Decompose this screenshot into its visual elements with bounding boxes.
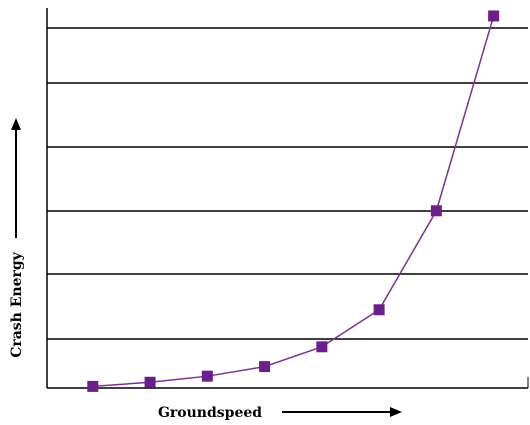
data-point-marker	[144, 376, 156, 388]
grid-lines	[47, 27, 528, 340]
data-point-marker	[430, 205, 442, 217]
y-axis-arrow-icon	[11, 118, 21, 238]
x-axis-label: Groundspeed	[158, 405, 262, 421]
y-axis-label: Crash Energy	[9, 251, 25, 357]
data-point-marker	[316, 341, 328, 353]
x-axis-arrow-icon	[282, 407, 402, 417]
data-point-marker	[373, 304, 385, 316]
series-layer	[87, 10, 500, 392]
data-point-marker	[488, 10, 500, 22]
data-point-marker	[201, 370, 213, 382]
data-point-marker	[87, 380, 99, 392]
data-point-marker	[259, 361, 271, 373]
series-line	[92, 15, 495, 388]
